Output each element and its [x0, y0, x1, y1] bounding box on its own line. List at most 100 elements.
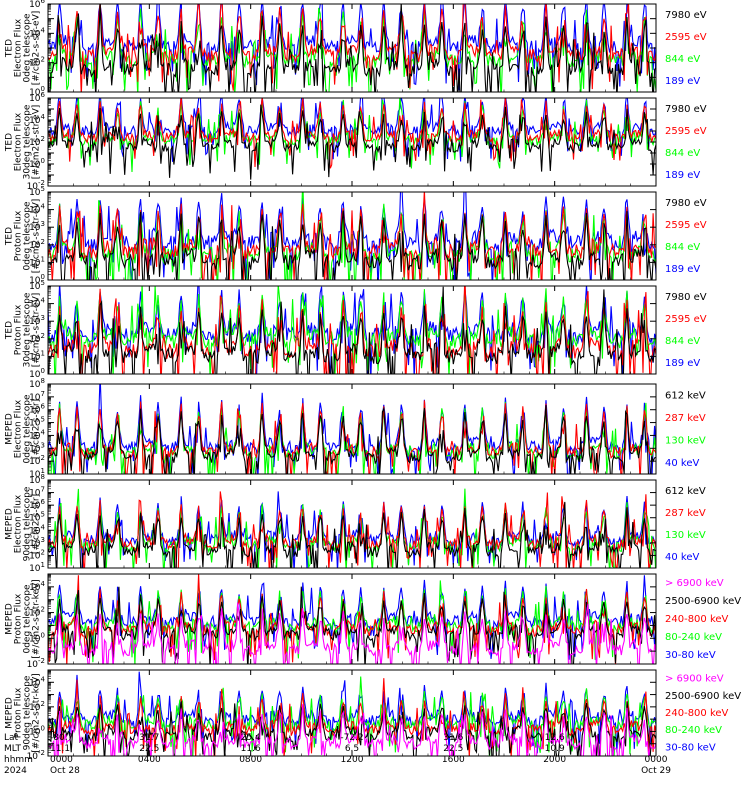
y-axis-title-line: Proton Flux: [14, 304, 24, 355]
y-tick-label: 106: [29, 498, 45, 511]
y-tick-label: 102: [29, 454, 45, 467]
time-axis-mlt-value: 22.5: [443, 744, 463, 754]
legend-label-844-ev: 844 eV: [665, 242, 700, 253]
time-axis-lat-value: -80.7: [50, 733, 73, 743]
y-axis-title-line: TED: [5, 321, 15, 340]
legend-label-287-kev: 287 keV: [665, 508, 706, 519]
y-axis-title-line: 30deg telescope: [23, 104, 33, 179]
y-axis-title-line: 30deg telescope: [23, 292, 33, 367]
y-axis-title-line: Electron Flux: [14, 18, 24, 77]
y-axis-title: TEDProton Flux30deg telescope[#/cm2-s-st…: [5, 292, 42, 367]
time-axis-row-label: MLT: [4, 744, 22, 754]
y-axis-title-line: 0deg telescope: [23, 584, 33, 654]
y-axis-title-line: [#/cm2-s-str-keV]: [32, 579, 42, 658]
y-tick-label: 105: [29, 279, 45, 292]
time-axis-hhmm-value: 1200: [341, 755, 364, 765]
legend-label-130-kev: 130 keV: [665, 435, 706, 446]
legend-label-844-ev: 844 eV: [665, 54, 700, 65]
y-tick-label: 105: [29, 185, 45, 198]
series-trace-612-kev: [48, 405, 656, 474]
y-axis-title-line: 0deg telescope: [23, 13, 33, 83]
legend-label-2595-ev: 2595 eV: [665, 32, 707, 43]
time-axis-hhmm-value: 0000: [50, 755, 73, 765]
series-trace-189-ev: [48, 4, 656, 91]
legend-label-7980-ev: 7980 eV: [665, 10, 707, 21]
y-tick-label: 104: [29, 113, 45, 126]
legend-label-30-80-kev: 30-80 keV: [665, 742, 716, 753]
y-tick-label: 10-2: [27, 657, 45, 670]
legend-label-7980-ev: 7980 eV: [665, 198, 707, 209]
y-axis-title-line: 90deg telescope: [23, 486, 33, 561]
y-axis-title-line: [#/cm2-s-str-eV]: [32, 293, 42, 368]
time-axis-hhmm-value: 0400: [138, 755, 161, 765]
y-tick-label: 101: [29, 255, 45, 268]
series-trace-612-kev: [48, 501, 656, 568]
time-axis-lat-value: 31.7: [139, 733, 159, 743]
time-axis-lat-value: 25.4: [241, 733, 261, 743]
legend-label-80-240-kev: 80-240 keV: [665, 632, 722, 643]
panel-traces: [48, 286, 656, 374]
time-axis-row-label: Lat: [4, 733, 19, 743]
y-axis-title: TEDElectron Flux30deg telescope[#/cm2-s-…: [5, 104, 42, 179]
time-axis-hhmm-value: 0800: [239, 755, 262, 765]
y-tick-label: 100: [29, 631, 45, 644]
y-tick-label: 102: [29, 606, 45, 619]
y-axis-title-line: [#/cm2-s-str]: [32, 494, 42, 554]
time-axis-row-label: 2024: [4, 766, 27, 776]
y-tick-label: 106: [29, 403, 45, 416]
y-tick-label: 107: [29, 390, 45, 403]
y-tick-label: 103: [29, 441, 45, 454]
legend-label-189-ev: 189 eV: [665, 76, 700, 87]
y-axis-title-line: TED: [5, 133, 15, 152]
y-tick-label: 102: [29, 135, 45, 148]
series-trace-7980-ev: [48, 104, 656, 180]
y-tick-label: 102: [29, 332, 45, 345]
legend-label-240-800-kev: 240-800 keV: [665, 614, 729, 625]
series-trace-189-ev: [48, 192, 656, 280]
legend-label-240-800-kev: 240-800 keV: [665, 708, 729, 719]
series-trace-7980-ev: [48, 4, 656, 92]
panel-traces: [48, 4, 656, 92]
y-tick-label: 100: [29, 367, 45, 380]
series-trace-2500-6900-kev: [48, 586, 656, 664]
series-trace-844-ev: [48, 286, 656, 374]
series-trace-30-80-kev: [48, 671, 656, 754]
legend-label-287-kev: 287 keV: [665, 413, 706, 424]
y-axis-title-line: Proton Flux: [14, 210, 24, 261]
legend-label-844-ev: 844 eV: [665, 336, 700, 347]
legend-label-189-ev: 189 eV: [665, 358, 700, 369]
time-axis-mlt-value: 6.5: [345, 744, 359, 754]
legend-label-612-kev: 612 keV: [665, 390, 706, 401]
y-axis-title-line: [#/cm2-s-str]: [32, 399, 42, 459]
series-trace-240-800-kev: [48, 574, 656, 664]
legend-label-30-80-kev: 30-80 keV: [665, 650, 716, 661]
y-tick-label: 100: [29, 85, 45, 98]
y-tick-label: 104: [29, 523, 45, 536]
y-axis-title-line: 0deg telescope: [23, 201, 33, 271]
y-axis-title-line: TED: [5, 227, 15, 246]
y-axis-title-line: Electron Flux: [14, 494, 24, 553]
y-axis-title: MEPEDElectron Flux90deg telescope[#/cm2-…: [5, 486, 42, 561]
series-trace--6900-kev: [48, 602, 656, 664]
y-axis-title-line: [#/cm2-s-str-eV]: [32, 199, 42, 274]
time-axis-row-label: hhmm: [4, 755, 33, 765]
time-axis-lat-value: 31.6: [443, 733, 463, 743]
time-axis-lat-value: -72.2: [340, 733, 363, 743]
y-tick-label: 106: [29, 0, 45, 10]
y-tick-label: 107: [29, 486, 45, 499]
y-axis-title-line: TED: [5, 39, 15, 58]
legend-label-40-kev: 40 keV: [665, 552, 699, 563]
y-axis-title-line: Proton Flux: [14, 593, 24, 644]
y-tick-label: 104: [29, 297, 45, 310]
y-tick-label: 103: [29, 536, 45, 549]
y-tick-label: 104: [29, 675, 45, 688]
legend-label--6900-kev: > 6900 keV: [665, 578, 724, 589]
legend-label-130-kev: 130 keV: [665, 530, 706, 541]
series-trace-80-240-kev: [48, 580, 656, 664]
